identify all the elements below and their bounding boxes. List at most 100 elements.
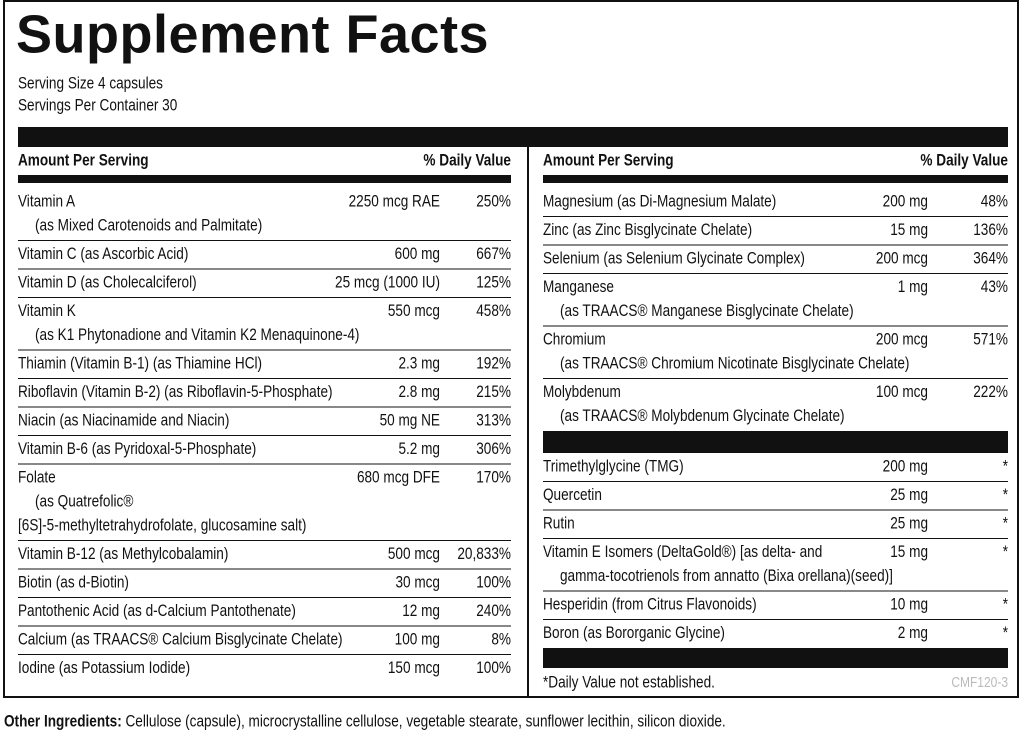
daily-value: 8% [491,630,511,649]
nutrient-name: Folate [18,468,56,487]
amount: 100 mcg [876,383,928,402]
nutrient-name: Chromium [543,330,606,349]
nutrient-name: Molybdenum [543,383,621,402]
amount: 200 mg [883,457,928,476]
amount: 200 mg [883,192,928,211]
nutrient-name: Calcium (as TRAACS® Calcium Bisglycinate… [18,630,343,649]
nutrient-name: Rutin [543,514,575,533]
amount: 30 mcg [395,573,440,592]
nutrient-name: Riboflavin (Vitamin B-2) (as Riboflavin-… [18,383,333,402]
amount: 680 mcg DFE [357,468,440,487]
daily-value: 250% [476,192,511,211]
black-bar [543,175,1008,183]
nutrient-name: (as K1 Phytonadione and Vitamin K2 Menaq… [35,326,359,345]
other-ingredients-label: Other Ingredients: [4,712,122,731]
nutrient-name: Vitamin C (as Ascorbic Acid) [18,245,188,264]
heading-dv: % Daily Value [423,151,511,170]
footnote: *Daily Value not established. [543,673,715,692]
nutrient-name: Hesperidin (from Citrus Flavonoids) [543,595,757,614]
nutrient-name: Vitamin B-6 (as Pyridoxal-5-Phosphate) [18,440,256,459]
amount: 15 mg [890,543,928,562]
nutrient-name: Zinc (as Zinc Bisglycinate Chelate) [543,221,752,240]
amount: 200 mcg [876,249,928,268]
nutrient-name: gamma-tocotrienols from annatto (Bixa or… [560,567,893,586]
serving-size: Serving Size 4 capsules [18,74,163,93]
heading-amount: Amount Per Serving [543,151,674,170]
amount: 25 mg [890,486,928,505]
daily-value: 458% [476,302,511,321]
title: Supplement Facts [16,4,489,64]
daily-value: 100% [476,573,511,592]
nutrient-name: Trimethylglycine (TMG) [543,457,684,476]
daily-value: * [1003,514,1008,533]
nutrient-name: Magnesium (as Di-Magnesium Malate) [543,192,776,211]
nutrient-name: Niacin (as Niacinamide and Niacin) [18,411,229,430]
amount: 2.3 mg [398,354,440,373]
amount: 600 mg [395,245,440,264]
product-code: CMF120-3 [951,674,1008,691]
amount: 50 mg NE [380,411,440,430]
daily-value: 313% [476,411,511,430]
top-bar [18,127,1008,147]
amount: 2.8 mg [398,383,440,402]
black-bar [543,648,1008,668]
nutrient-name: (as TRAACS® Chromium Nicotinate Bisglyci… [560,354,909,373]
daily-value: 306% [476,440,511,459]
daily-value: * [1003,595,1008,614]
amount: 15 mg [890,221,928,240]
heading-amount: Amount Per Serving [18,151,149,170]
nutrient-name: Boron (as Bororganic Glycine) [543,624,725,643]
nutrient-name: Manganese [543,278,614,297]
nutrient-name: (as TRAACS® Manganese Bisglycinate Chela… [560,302,854,321]
daily-value: 136% [973,221,1008,240]
daily-value: 667% [476,245,511,264]
daily-value: 240% [476,602,511,621]
nutrient-name: Quercetin [543,486,602,505]
nutrient-name: Biotin (as d-Biotin) [18,573,129,592]
nutrient-name: (as TRAACS® Molybdenum Glycinate Chelate… [560,407,845,426]
heading-dv: % Daily Value [920,151,1008,170]
amount: 100 mg [395,630,440,649]
label-border [3,0,1019,698]
nutrient-name: Vitamin D (as Cholecalciferol) [18,273,197,292]
amount: 5.2 mg [398,440,440,459]
daily-value: 215% [476,383,511,402]
daily-value: 100% [476,659,511,678]
nutrient-name: Vitamin A [18,192,76,211]
amount: 2250 mcg RAE [349,192,440,211]
nutrient-name: Vitamin B-12 (as Methylcobalamin) [18,545,228,564]
daily-value: * [1003,543,1008,562]
amount: 550 mcg [388,302,440,321]
amount: 25 mg [890,514,928,533]
other-ingredients: Other Ingredients: Cellulose (capsule), … [4,712,726,731]
amount: 2 mg [898,624,928,643]
other-ingredients-text: Cellulose (capsule), microcrystalline ce… [122,712,726,731]
label-text: Serving Size 4 capsules Servings Per Cont… [4,74,1008,731]
daily-value: 222% [973,383,1008,402]
daily-value: 20,833% [457,545,511,564]
daily-value: 192% [476,354,511,373]
amount: 25 mcg (1000 IU) [335,273,440,292]
daily-value: * [1003,624,1008,643]
amount: 500 mcg [388,545,440,564]
black-bar [18,175,511,183]
amount: 150 mcg [388,659,440,678]
nutrient-name: Pantothenic Acid (as d-Calcium Pantothen… [18,602,296,621]
daily-value: 364% [973,249,1008,268]
nutrient-name: (as Quatrefolic® [35,492,134,511]
servings-per-container: Servings Per Container 30 [18,96,177,115]
daily-value: 48% [981,192,1008,211]
nutrient-name: Vitamin E Isomers (DeltaGold®) [as delta… [543,543,822,562]
daily-value: * [1003,486,1008,505]
amount: 12 mg [402,602,440,621]
amount: 200 mcg [876,330,928,349]
daily-value: * [1003,457,1008,476]
nutrient-name: Iodine (as Potassium Iodide) [18,659,190,678]
nutrient-name: Selenium (as Selenium Glycinate Complex) [543,249,805,268]
daily-value: 170% [476,468,511,487]
daily-value: 571% [973,330,1008,349]
daily-value: 125% [476,273,511,292]
nutrient-name: (as Mixed Carotenoids and Palmitate) [35,216,262,235]
nutrient-name: Vitamin K [18,302,77,321]
